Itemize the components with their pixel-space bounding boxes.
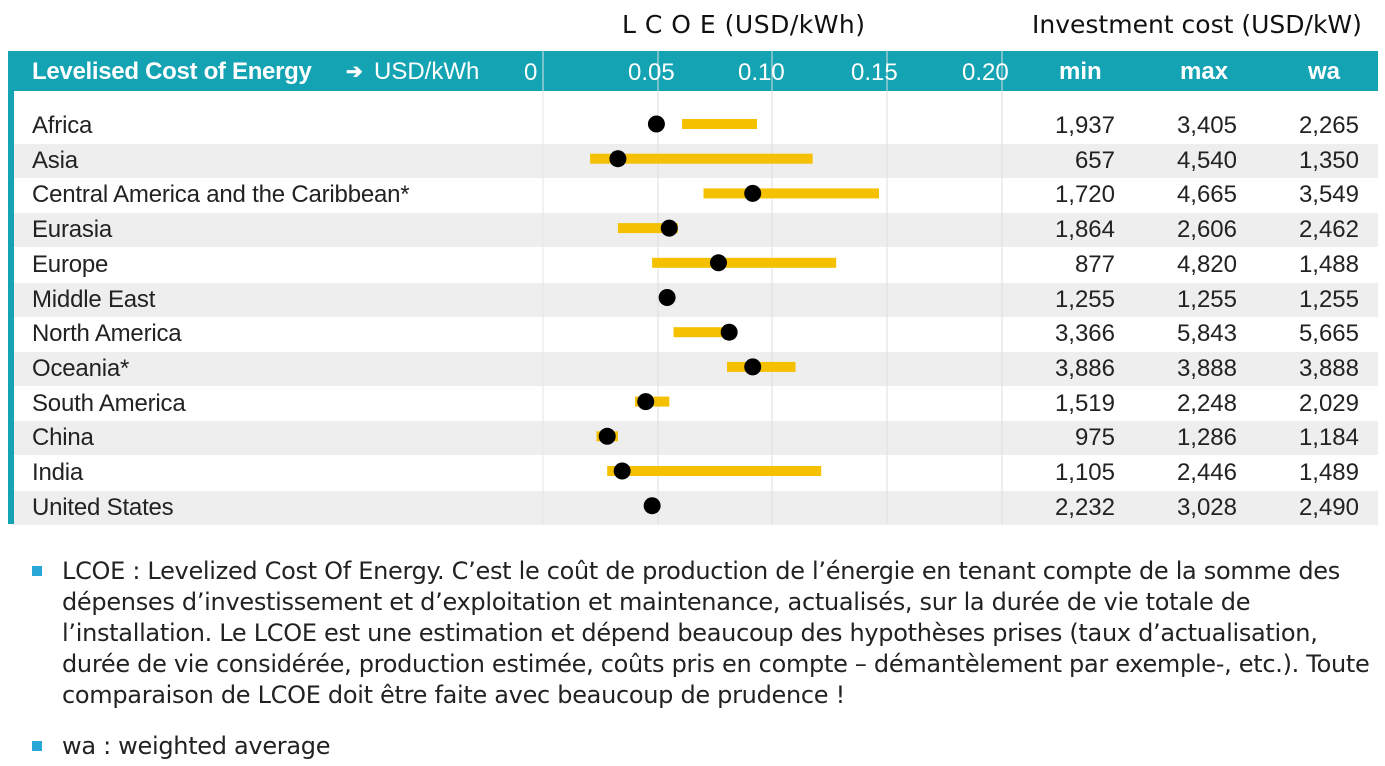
investment-min-value: 2,232 — [1054, 493, 1115, 521]
investment-min-value: 877 — [1074, 250, 1115, 278]
column-header-min: min — [1059, 58, 1102, 85]
lcoe-weighted-average-dot — [613, 462, 631, 480]
investment-max-value: 2,606 — [1176, 216, 1237, 244]
investment-min-value: 1,720 — [1054, 181, 1115, 209]
lcoe-range-bar — [673, 327, 736, 338]
investment-wa-value: 1,350 — [1298, 146, 1359, 174]
lcoe-range-bar — [617, 223, 678, 234]
row-stripe — [14, 213, 1378, 248]
lcoe-weighted-average-dot — [658, 289, 676, 306]
investment-wa-value: 2,462 — [1298, 216, 1359, 244]
row-stripe — [14, 282, 1378, 317]
lcoe-range-bar — [607, 466, 822, 476]
lcoe-range-bar — [703, 188, 879, 199]
header-unit: USD/kWh — [374, 58, 480, 85]
investment-wa-value: 1,489 — [1298, 459, 1359, 486]
left-stripe — [8, 91, 14, 524]
region-label: South America — [32, 389, 186, 417]
lcoe-weighted-average-dot — [637, 393, 655, 411]
region-label: India — [32, 459, 84, 486]
investment-min-value: 1,255 — [1054, 285, 1115, 313]
investment-wa-value: 1,184 — [1298, 424, 1359, 452]
region-label: Asia — [32, 146, 78, 174]
row-stripe — [14, 490, 1378, 525]
region-label: North America — [32, 320, 182, 348]
investment-max-value: 1,286 — [1176, 424, 1237, 452]
lcoe-weighted-average-dot — [744, 184, 762, 202]
investment-max-value: 3,405 — [1176, 112, 1237, 139]
header-bar — [8, 51, 1378, 91]
lcoe-weighted-average-dot — [744, 358, 762, 376]
investment-max-value: 4,665 — [1176, 181, 1237, 209]
investment-wa-value: 2,265 — [1298, 112, 1359, 139]
lcoe-weighted-average-dot — [609, 150, 627, 168]
investment-wa-value: 5,665 — [1298, 320, 1359, 348]
lcoe-weighted-average-dot — [598, 427, 616, 445]
investment-min-value: 1,105 — [1054, 459, 1115, 486]
investment-wa-value: 2,029 — [1298, 389, 1359, 417]
lcoe-range-bar — [652, 257, 837, 268]
region-label: Middle East — [32, 285, 156, 313]
x-tick-label: 0.10 — [738, 59, 785, 86]
region-label: Europe — [32, 250, 109, 278]
arrow-icon: ➔ — [346, 61, 363, 83]
investment-min-value: 975 — [1074, 424, 1115, 452]
x-tick-label: 0.05 — [628, 59, 675, 86]
investment-max-value: 4,820 — [1176, 250, 1237, 278]
region-label: China — [32, 424, 94, 452]
lcoe-weighted-average-dot — [709, 254, 727, 272]
investment-wa-value: 3,888 — [1298, 354, 1359, 382]
lcoe-range-bar — [682, 119, 757, 129]
investment-max-value: 2,446 — [1176, 459, 1237, 486]
row-stripe — [14, 421, 1378, 456]
column-header-wa: wa — [1308, 58, 1341, 85]
investment-min-value: 3,366 — [1054, 320, 1115, 348]
investment-wa-value: 1,488 — [1298, 250, 1359, 278]
x-tick-label: 0 — [524, 59, 537, 86]
investment-max-value: 5,843 — [1176, 320, 1237, 348]
bullet-icon — [32, 566, 42, 576]
region-label: Oceania* — [32, 354, 130, 382]
x-tick-label: 0.15 — [851, 59, 898, 86]
investment-min-value: 657 — [1074, 146, 1115, 174]
lcoe-weighted-average-dot — [643, 497, 661, 515]
lcoe-range-bar — [727, 361, 796, 372]
row-stripe — [14, 351, 1378, 386]
header-title: Levelised Cost of Energy — [32, 58, 312, 85]
investment-wa-value: 1,255 — [1298, 285, 1359, 313]
investment-min-value: 1,519 — [1054, 389, 1115, 417]
lcoe-weighted-average-dot — [647, 115, 665, 133]
lcoe-heading: L C O E (USD/kWh) — [622, 10, 866, 39]
region-label: Africa — [32, 112, 93, 139]
region-label: United States — [32, 493, 174, 521]
investment-max-value: 3,888 — [1176, 354, 1237, 382]
lcoe-weighted-average-dot — [720, 323, 738, 341]
region-label: Eurasia — [32, 216, 112, 244]
investment-min-value: 3,886 — [1054, 354, 1115, 382]
investment-wa-value: 3,549 — [1298, 181, 1359, 209]
bullet-icon — [32, 741, 42, 751]
note-text: wa : weighted average — [62, 732, 331, 760]
investment-max-value: 1,255 — [1176, 285, 1237, 313]
investment-min-value: 1,937 — [1054, 112, 1115, 139]
lcoe-weighted-average-dot — [660, 219, 678, 237]
column-header-max: max — [1180, 58, 1229, 85]
investment-cost-heading: Investment cost (USD/kW) — [1032, 10, 1362, 39]
investment-max-value: 2,248 — [1176, 389, 1237, 417]
investment-max-value: 4,540 — [1176, 146, 1237, 174]
investment-max-value: 3,028 — [1176, 493, 1237, 521]
investment-min-value: 1,864 — [1054, 216, 1115, 244]
lcoe-range-bar — [590, 153, 813, 164]
investment-wa-value: 2,490 — [1298, 493, 1359, 521]
x-tick-label: 0.20 — [962, 59, 1009, 86]
region-label: Central America and the Caribbean* — [32, 181, 410, 209]
note-text: LCOE : Levelized Cost Of Energy. C’est l… — [62, 557, 1370, 709]
